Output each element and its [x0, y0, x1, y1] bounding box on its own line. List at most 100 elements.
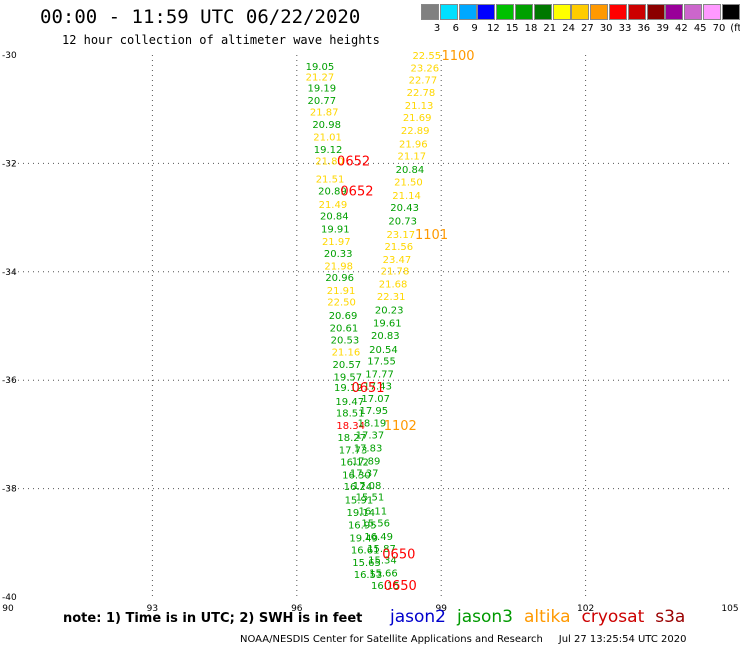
colorbar-label: 9 — [471, 23, 478, 34]
data-point-label: 22.77 — [409, 75, 438, 86]
data-point-label: 19.14 — [346, 508, 375, 519]
x-tick-label: 93 — [147, 604, 158, 614]
credit-line: NOAA/NESDIS Center for Satellite Applica… — [240, 634, 687, 645]
colorbar-swatch — [627, 4, 646, 20]
data-point-label: 19.61 — [373, 319, 402, 330]
data-point-label: 20.53 — [331, 336, 360, 347]
colorbar-label: 3 — [433, 23, 441, 34]
data-point-label: 16.24 — [344, 482, 373, 493]
data-point-label: 18.51 — [336, 409, 365, 420]
colorbar-label: 18 — [524, 23, 538, 34]
data-point-label: 21.13 — [405, 101, 434, 112]
colorbar-label: 27 — [581, 23, 594, 34]
y-tick-label: -32 — [2, 159, 17, 169]
data-point-label: 16.61 — [351, 545, 380, 556]
data-point-label: 15.51 — [356, 493, 385, 504]
data-point-label: 17.83 — [354, 443, 383, 454]
data-point-label: 15.87 — [367, 544, 396, 555]
data-point-label: 22.31 — [377, 292, 406, 303]
data-point-label: 20.77 — [308, 96, 337, 107]
data-point-label: 20.23 — [375, 306, 404, 317]
colorbar-swatch — [477, 4, 496, 20]
data-point-label: 21.68 — [379, 280, 408, 291]
colorbar-label: 45 — [693, 23, 707, 34]
data-point-label: 23.17 — [386, 230, 415, 241]
data-point-label: 21.27 — [306, 73, 335, 84]
time-label: 1101 — [415, 228, 448, 243]
data-point-label: 21.87 — [310, 107, 339, 118]
colorbar-label: (ft) — [730, 23, 740, 34]
colorbar-label: 30 — [599, 23, 613, 34]
data-point-label: 19.05 — [306, 62, 335, 73]
colorbar-swatch — [552, 4, 571, 20]
data-point-label: 17.37 — [356, 430, 385, 441]
x-tick-label: 90 — [2, 604, 14, 614]
x-tick-label: 102 — [577, 604, 594, 614]
data-point-label: 20.57 — [333, 360, 362, 371]
data-point-label: 20.89 — [318, 187, 347, 198]
time-label: 0652 — [337, 155, 370, 170]
data-point-label: 20.33 — [324, 249, 353, 260]
colorbar-swatch — [703, 4, 721, 20]
colorbar-label: 12 — [487, 23, 500, 34]
y-tick-label: -30 — [2, 51, 17, 61]
time-label: 0652 — [340, 185, 373, 200]
data-point-label: 22.89 — [401, 126, 430, 137]
data-point-label: 19.19 — [308, 84, 337, 95]
data-point-label: 16.95 — [348, 520, 377, 531]
data-point-label: 16.49 — [364, 532, 393, 543]
data-point-label: 20.84 — [320, 211, 349, 222]
data-point-label: 16.30 — [342, 471, 371, 482]
data-point-label: 20.84 — [396, 165, 425, 176]
x-tick-label: 96 — [291, 604, 303, 614]
data-point-label: 21.51 — [316, 175, 345, 186]
time-label: 0650 — [382, 548, 415, 563]
data-point-label: 20.43 — [390, 203, 419, 214]
colorbar-label: 15 — [505, 23, 519, 34]
colorbar-label: 36 — [637, 23, 651, 34]
colorbar-swatch — [609, 4, 627, 20]
colorbar-label: 33 — [618, 23, 632, 34]
y-tick-label: -40 — [2, 593, 17, 603]
data-point-label: 21.17 — [398, 151, 427, 162]
data-point-label: 16.15 — [371, 581, 400, 592]
data-point-label: 17.07 — [361, 394, 390, 405]
data-point-label: 23.47 — [383, 255, 412, 266]
data-point-label: 17.89 — [352, 456, 381, 467]
data-point-label: 17.08 — [353, 481, 382, 492]
page-subtitle: 12 hour collection of altimeter wave hei… — [62, 33, 380, 47]
colorbar-label: 42 — [675, 23, 688, 34]
data-point-label: 20.73 — [388, 216, 417, 227]
time-label: 0651 — [351, 381, 384, 396]
page-title: 00:00 - 11:59 UTC 06/22/2020 — [40, 6, 361, 28]
data-point-label: 21.01 — [313, 132, 342, 143]
y-tick-label: -36 — [2, 376, 17, 386]
data-point-label: 15.34 — [368, 556, 397, 567]
colorbar-swatch — [590, 4, 609, 20]
data-point-label: 20.96 — [325, 273, 354, 284]
colorbar-label: 39 — [656, 23, 669, 34]
colorbar-swatch — [515, 4, 533, 20]
data-point-label: 16.53 — [354, 570, 383, 581]
data-point-label: 15.65 — [352, 558, 381, 569]
colorbar-swatch — [665, 4, 684, 20]
colorbar-swatch — [439, 4, 458, 20]
data-point-label: 21.69 — [403, 113, 432, 124]
data-point-label: 21.98 — [324, 261, 353, 272]
data-point-label: 19.49 — [349, 533, 378, 544]
footnote: note: 1) Time is in UTC; 2) SWH is in fe… — [63, 611, 363, 626]
data-point-label: 20.83 — [371, 331, 400, 342]
time-label: 1100 — [441, 49, 474, 64]
colorbar-swatch — [571, 4, 590, 20]
legend-item-altika: altika — [524, 607, 571, 627]
data-point-label: 15.66 — [369, 569, 398, 580]
data-point-label: 16.11 — [359, 506, 388, 517]
data-point-label: 21.14 — [392, 191, 421, 202]
data-point-label: 21.16 — [332, 347, 361, 358]
colorbar-label: 6 — [452, 23, 459, 34]
colorbar-label: 70 — [712, 23, 726, 34]
y-tick-label: -34 — [2, 268, 17, 278]
legend-item-s3a: s3a — [655, 607, 686, 627]
data-point-label: 17.77 — [365, 370, 394, 381]
